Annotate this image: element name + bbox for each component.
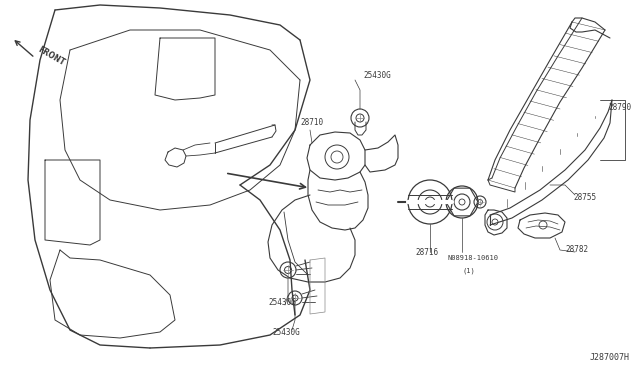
Text: (1): (1) xyxy=(462,267,475,273)
Text: 25430G: 25430G xyxy=(272,328,300,337)
Text: FRONT: FRONT xyxy=(36,45,66,67)
Text: N08918-10610: N08918-10610 xyxy=(447,255,498,261)
Text: 25430G: 25430G xyxy=(268,298,296,307)
Text: 28782: 28782 xyxy=(565,245,588,254)
Text: 25430G: 25430G xyxy=(363,71,391,80)
Text: J287007H: J287007H xyxy=(590,353,630,362)
Text: 28755: 28755 xyxy=(573,193,596,202)
Text: 28716: 28716 xyxy=(415,248,438,257)
Text: 28710: 28710 xyxy=(300,118,323,127)
Text: 28790: 28790 xyxy=(608,103,631,112)
